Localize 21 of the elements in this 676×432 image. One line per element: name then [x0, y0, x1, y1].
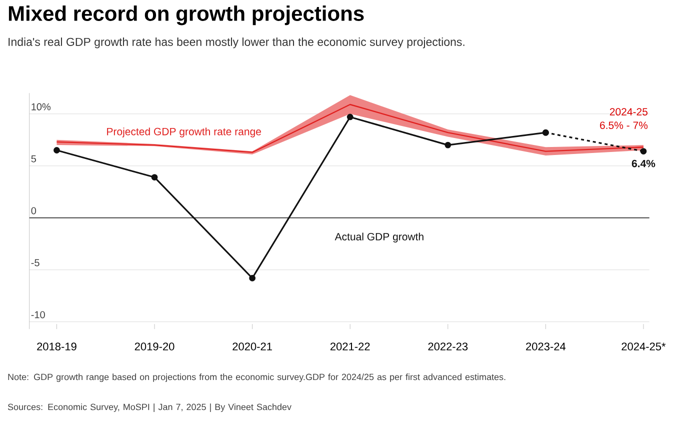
- y-tick-label: -5: [31, 259, 40, 266]
- y-tick-label: 5: [31, 155, 36, 162]
- y-tick-label: -10: [31, 311, 45, 318]
- x-tick-label: 2023-24: [526, 342, 566, 350]
- data-label: 6.4%: [632, 160, 656, 168]
- x-tick-label: 2021-22: [330, 342, 370, 350]
- y-tick-label: 10%: [32, 103, 51, 110]
- source-note: Sources: Economic Survey, MoSPI | Jan 7, 2025 | By Vineet Sachdev: [8, 404, 292, 412]
- x-tick-label: 2019-20: [134, 342, 174, 350]
- y-tick-label: 0: [31, 207, 36, 214]
- series-label: Projected GDP growth rate range: [107, 128, 261, 138]
- annotation: 6.5% - 7%: [600, 122, 648, 130]
- text: Actual GDP growth: [334, 232, 424, 242]
- text: Note: GDP growth range based on projections from the economic survey.GDP for 2024/25 as per first advanced estimates.: [8, 374, 506, 382]
- annotation: 2024-25: [610, 108, 648, 116]
- chart-title: Mixed record on growth projections: [8, 6, 364, 26]
- chart-subtitle: India's real GDP growth rate has been mostly lower than the economic survey projections.: [8, 38, 464, 48]
- x-tick-label: 2022-23: [428, 342, 468, 350]
- x-tick-label: 2020-21: [232, 342, 272, 350]
- x-tick-label: 2018-19: [37, 342, 76, 350]
- x-tick-label: 2024-25*: [622, 342, 666, 350]
